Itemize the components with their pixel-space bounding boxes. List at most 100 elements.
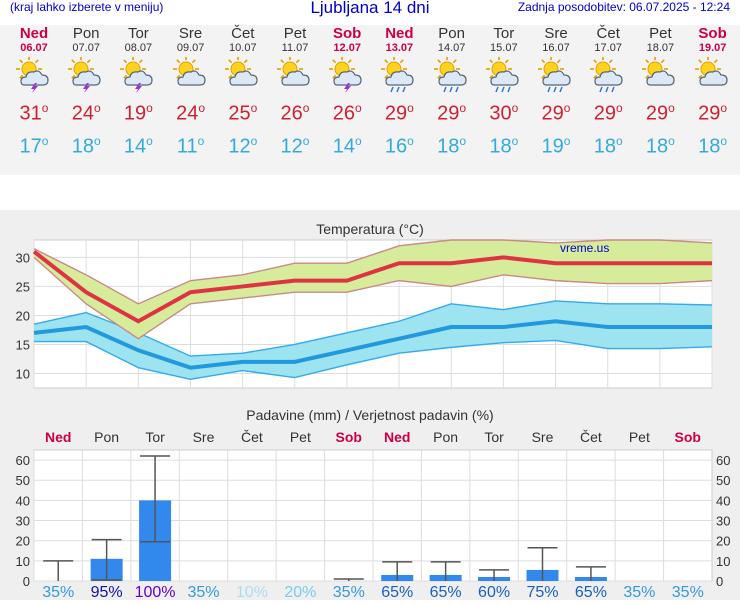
precipitation-probability: 65%: [381, 584, 413, 600]
max-temperature-value: 29: [437, 102, 460, 125]
precipitation-y-tick-right: 50: [716, 473, 730, 488]
day-name: Sob: [698, 25, 727, 42]
min-temperature: 18o: [593, 133, 623, 158]
precipitation-day-label: Čet: [241, 429, 263, 445]
precipitation-probability: 100%: [135, 584, 176, 600]
day-name: Pon: [438, 25, 465, 42]
min-temperature: 14o: [123, 133, 153, 158]
forecast-day: Čet 10.07 25o 12o: [217, 25, 269, 159]
min-temperature-band: [34, 300, 712, 380]
day-date: 12.07: [333, 42, 361, 54]
max-temperature: 19o: [123, 101, 153, 125]
day-date: 13.07: [385, 42, 414, 54]
precipitation-day-label: Sre: [193, 429, 215, 445]
min-temperature: 18o: [698, 133, 728, 158]
page-title: Ljubljana 14 dni: [310, 0, 430, 17]
max-temperature-line: [32, 250, 712, 324]
precipitation-day-label: Tor: [484, 429, 504, 445]
precipitation-probability: 35%: [623, 584, 655, 600]
sun-cloud-rain-icon: [373, 54, 425, 94]
precipitation-probability: 65%: [575, 584, 607, 600]
day-date: 06.07: [20, 42, 48, 54]
precipitation-day-label: Sob: [675, 429, 701, 445]
day-name: Sre: [178, 25, 203, 42]
forecast-day: Tor 15.07 30o 18o: [478, 25, 530, 159]
precipitation-day-label: Pet: [629, 429, 650, 445]
min-temperature-line: [33, 319, 712, 370]
precipitation-day-label: Sob: [336, 429, 362, 445]
day-name: Tor: [493, 25, 515, 42]
precipitation-day-label: Pon: [433, 429, 458, 445]
day-name: Ned: [19, 25, 49, 42]
charts-svg: Temperatura (°C) 10 15 20 25 30 vreme.us Padavi…: [16, 221, 731, 601]
max-temperature-value: 29: [593, 102, 616, 125]
min-temperature-value: 18: [437, 135, 460, 158]
forecast-day: Čet 17.07 29o 18o: [582, 25, 634, 159]
precipitation-probability: 95%: [91, 584, 123, 600]
max-temperature-value: 25: [228, 102, 251, 125]
precipitation-y-tick-left: 60: [16, 453, 30, 468]
max-temperature-value: 19: [123, 102, 147, 125]
max-temperature-value: 29: [384, 102, 408, 125]
max-temperature: 29o: [541, 101, 571, 125]
menu-hint[interactable]: (kraj lahko izberete v meniju): [10, 0, 164, 14]
precipitation-y-tick-left: 30: [16, 514, 30, 529]
max-temperature-value: 29: [645, 102, 669, 125]
forecast-day: Sre 09.07 24o 11o: [165, 25, 217, 159]
min-temperature: 18o: [645, 133, 675, 158]
sun-cloud-thunder-icon: [112, 54, 164, 94]
precipitation-probability: 65%: [430, 584, 462, 600]
day-name: Ned: [385, 25, 414, 42]
precipitation-day-label: Pet: [290, 429, 311, 445]
forecast-day: Ned 13.07 29o 16o: [373, 25, 425, 159]
precipitation-y-tick-right: 30: [716, 514, 730, 529]
max-temperature-band-upper-edge: [33, 239, 713, 305]
min-temperature: 12o: [280, 133, 310, 158]
max-temperature: 26o: [280, 101, 310, 125]
min-temperature: 16o: [384, 133, 414, 158]
day-date: 19.07: [698, 42, 727, 54]
precipitation-probability: 35%: [672, 584, 704, 600]
min-temperature-value: 18: [698, 135, 721, 158]
temperature-chart-title: Temperatura (°C): [316, 221, 424, 237]
min-temperature: 18o: [71, 133, 101, 158]
sun-cloud-icon: [687, 54, 739, 94]
max-temperature: 24o: [176, 101, 206, 125]
day-date: 07.07: [72, 42, 100, 54]
precipitation-y-tick-right: 20: [716, 534, 730, 549]
precipitation-probability: 35%: [42, 584, 74, 600]
temperature-y-tick: 10: [16, 366, 30, 381]
sun-cloud-icon: [165, 54, 217, 94]
precipitation-probability: 60%: [478, 584, 510, 600]
forecast-day: Sob 19.07 29o 18o: [687, 25, 739, 159]
day-name: Pon: [72, 25, 100, 42]
forecast-day: Sre 16.07 29o 19o: [530, 25, 582, 159]
temperature-y-tick: 30: [16, 250, 30, 265]
max-temperature-value: 29: [541, 102, 564, 125]
min-temperature: 14o: [332, 133, 362, 158]
min-temperature: 18o: [437, 133, 467, 158]
max-temperature-value: 26: [332, 102, 355, 125]
precipitation-day-label: Čet: [580, 429, 602, 445]
precipitation-y-tick-right: 40: [716, 493, 730, 508]
temperature-y-tick: 25: [16, 279, 30, 294]
max-temperature-value: 24: [71, 102, 94, 125]
min-temperature: 18o: [489, 133, 519, 158]
min-temperature-value: 12: [228, 135, 251, 158]
precipitation-chart-title: Padavine (mm) / Verjetnost padavin (%): [246, 407, 493, 423]
max-temperature-value: 29: [698, 102, 721, 125]
precipitation-y-tick-left: 10: [16, 554, 30, 569]
day-date: 08.07: [124, 42, 153, 54]
precipitation-y-tick-right: 60: [716, 453, 730, 468]
precipitation-probability: 20%: [284, 584, 316, 600]
day-date: 11.07: [281, 42, 309, 54]
min-temperature: 12o: [228, 133, 258, 158]
min-temperature-band-lower-edge: [34, 339, 713, 381]
day-name: Tor: [127, 25, 149, 42]
sun-cloud-rain-icon: [478, 54, 530, 94]
max-temperature-band: [34, 240, 712, 339]
min-temperature-value: 14: [123, 135, 147, 158]
forecast-day: Pon 14.07 29o 18o: [426, 25, 478, 159]
precipitation-probability: 75%: [526, 584, 558, 600]
temperature-y-tick: 20: [16, 308, 30, 323]
